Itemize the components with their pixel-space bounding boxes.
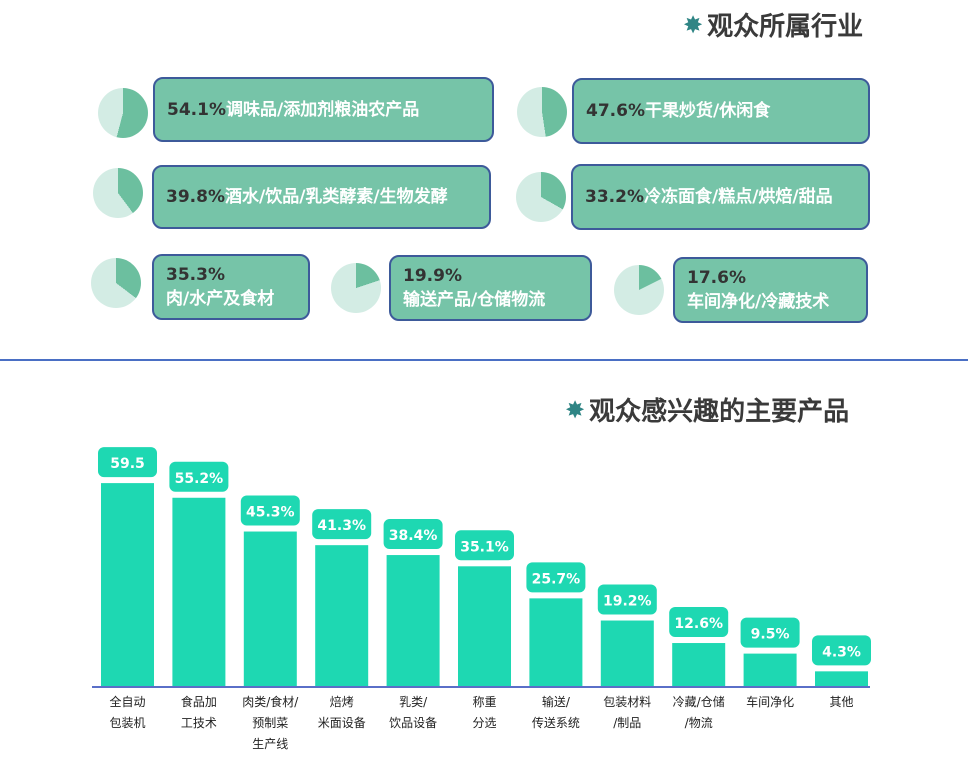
industry-percent: 35.3% xyxy=(166,265,225,285)
pie-chart xyxy=(331,263,381,313)
category-label: 输送/ xyxy=(542,694,571,709)
pie-chart xyxy=(517,87,567,137)
industry-item: 39.8%酒水/饮品/乳类酵素/生物发酵 xyxy=(152,165,491,229)
data-label: 38.4% xyxy=(389,528,438,544)
category-label: 生产线 xyxy=(252,737,288,751)
category-label: /物流 xyxy=(685,716,713,730)
data-label: 35.1% xyxy=(460,539,509,555)
category-label: 预制菜 xyxy=(252,716,288,730)
data-label: 59.5 xyxy=(110,456,145,472)
products-title-text: 观众感兴趣的主要产品 xyxy=(589,397,850,427)
bar xyxy=(101,483,154,686)
data-label-box xyxy=(169,461,229,492)
pie-chart xyxy=(98,88,148,138)
category-label: 称重 xyxy=(472,695,496,709)
data-label: 19.2% xyxy=(603,594,652,610)
category-label: 车间净化 xyxy=(746,694,794,709)
star-icon: ✸ xyxy=(683,10,704,39)
category-label: 全自动 xyxy=(109,694,145,709)
data-label: 25.7% xyxy=(532,571,581,587)
industry-label: 冷冻面食/糕点/烘焙/甜品 xyxy=(643,187,833,207)
data-label: 55.2% xyxy=(175,471,224,487)
data-label-box xyxy=(740,617,800,648)
category-label: 乳类/ xyxy=(399,695,428,709)
data-label-box xyxy=(597,584,657,615)
data-label: 4.3% xyxy=(822,644,861,660)
industry-percent: 47.6% xyxy=(586,101,645,121)
data-label-box xyxy=(383,519,443,550)
data-label: 45.3% xyxy=(246,505,295,521)
data-label: 12.6% xyxy=(674,616,723,632)
category-label: 包装材料 xyxy=(603,695,651,709)
category-label: 工技术 xyxy=(181,716,217,730)
industry-title: ✸ 观众所属行业 xyxy=(683,6,863,43)
category-label: 食品加 xyxy=(181,694,217,709)
category-label: 包装机 xyxy=(109,716,145,730)
data-label-box xyxy=(812,635,871,666)
industry-item: 17.6% 车间净化/冷藏技术 xyxy=(673,257,868,323)
bar xyxy=(529,598,583,686)
industry-label: 肉/水产及食材 xyxy=(166,289,275,309)
industry-percent: 17.6% xyxy=(687,268,746,288)
bar xyxy=(672,643,726,686)
star-icon: ✸ xyxy=(565,395,586,424)
bar xyxy=(386,555,440,686)
industry-percent: 33.2% xyxy=(585,187,644,207)
category-label: 饮品设备 xyxy=(389,716,437,730)
industry-item: 19.9% 输送产品/仓储物流 xyxy=(389,255,592,321)
data-label-box xyxy=(455,530,514,561)
pie-chart xyxy=(516,172,566,222)
bar xyxy=(743,653,797,686)
data-label-box xyxy=(240,495,300,526)
category-label: /制品 xyxy=(613,716,641,730)
category-label: 焙烤 xyxy=(330,694,354,709)
industry-label: 车间净化/冷藏技术 xyxy=(687,292,830,312)
data-label-box xyxy=(312,509,372,540)
bar xyxy=(458,566,511,686)
industry-item: 33.2%冷冻面食/糕点/烘焙/甜品 xyxy=(571,164,870,230)
category-label: 分选 xyxy=(472,716,496,730)
industry-percent: 39.8% xyxy=(166,187,225,207)
industry-label: 酒水/饮品/乳类酵素/生物发酵 xyxy=(224,187,448,207)
bar xyxy=(243,531,297,686)
data-label-box xyxy=(98,447,157,478)
pie-chart xyxy=(614,265,664,315)
section-divider xyxy=(0,359,968,361)
bar xyxy=(600,620,654,686)
industry-percent: 19.9% xyxy=(403,266,462,286)
data-label-box xyxy=(526,562,586,593)
category-label: 米面设备 xyxy=(318,716,366,730)
category-label: 冷藏/仓储 xyxy=(673,694,725,709)
category-label: 肉类/食材/ xyxy=(242,694,299,709)
data-label: 9.5% xyxy=(751,627,790,643)
industry-label: 调味品/添加剂粮油农产品 xyxy=(225,99,420,120)
bar xyxy=(815,671,868,686)
pie-chart xyxy=(91,258,141,308)
bar xyxy=(315,545,369,686)
category-label: 传送系统 xyxy=(532,715,580,730)
pie-chart xyxy=(93,168,143,218)
category-label: 其他 xyxy=(829,695,853,709)
products-title: ✸ 观众感兴趣的主要产品 xyxy=(565,391,849,428)
industry-item: 47.6%干果炒货/休闲食 xyxy=(572,78,870,144)
bar xyxy=(172,497,226,686)
industry-label: 干果炒货/休闲食 xyxy=(644,101,771,121)
industry-item: 54.1%调味品/添加剂粮油农产品 xyxy=(153,77,494,142)
industry-percent: 54.1% xyxy=(167,99,226,120)
data-label: 41.3% xyxy=(317,518,366,534)
industry-label: 输送产品/仓储物流 xyxy=(403,290,546,310)
industry-item: 35.3% 肉/水产及食材 xyxy=(152,254,310,320)
data-label-box xyxy=(669,607,729,638)
industry-title-text: 观众所属行业 xyxy=(707,12,864,42)
